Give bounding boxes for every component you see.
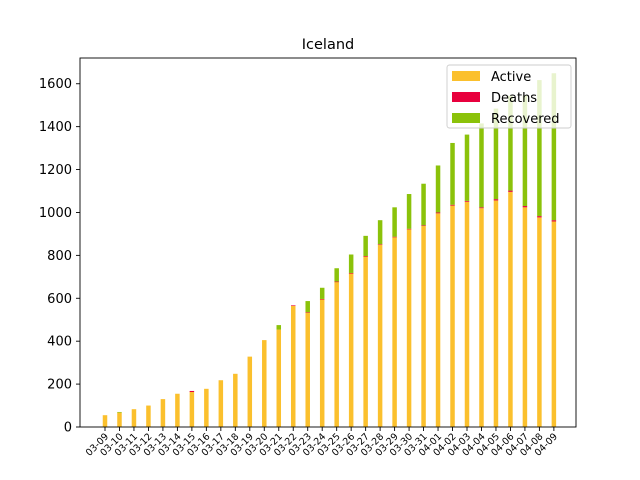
y-tick-label-1600: 1600 bbox=[39, 77, 72, 92]
bar-recovered-04-02 bbox=[450, 142, 455, 205]
bar-active-03-16 bbox=[204, 388, 209, 427]
plot-frame bbox=[79, 57, 577, 428]
bar-recovered-04-06 bbox=[508, 95, 513, 191]
bar-deaths-03-23 bbox=[305, 312, 310, 313]
bar-active-03-27 bbox=[363, 256, 368, 427]
bar-active-04-02 bbox=[450, 205, 455, 427]
legend-swatch-active bbox=[452, 71, 480, 81]
legend-label-deaths: Deaths bbox=[491, 91, 537, 106]
legend-swatch-recovered bbox=[452, 113, 480, 123]
bar-recovered-04-07 bbox=[522, 95, 528, 207]
bar-active-03-19 bbox=[247, 356, 253, 427]
bar-active-03-30 bbox=[406, 229, 412, 427]
y-tick-label-400: 400 bbox=[47, 335, 72, 350]
y-tick-label-1200: 1200 bbox=[39, 163, 72, 178]
bar-deaths-03-29 bbox=[392, 236, 397, 238]
bar-deaths-03-26 bbox=[348, 272, 354, 274]
y-tick-label-0: 0 bbox=[64, 421, 72, 436]
bar-active-03-20 bbox=[262, 340, 267, 427]
bar-active-03-24 bbox=[319, 299, 325, 427]
bar-active-04-05 bbox=[493, 200, 499, 427]
bar-recovered-03-29 bbox=[392, 207, 397, 237]
bar-active-03-26 bbox=[348, 273, 354, 427]
bar-active-04-03 bbox=[464, 201, 470, 427]
bar-active-04-08 bbox=[537, 217, 542, 427]
bar-recovered-03-23 bbox=[305, 301, 310, 313]
y-tick-label-1400: 1400 bbox=[39, 120, 72, 135]
bar-active-04-01 bbox=[435, 213, 441, 427]
bar-deaths-04-02 bbox=[450, 204, 455, 206]
bar-recovered-04-08 bbox=[537, 80, 542, 217]
y-tick-label-800: 800 bbox=[47, 249, 72, 264]
y-tick-label-1000: 1000 bbox=[39, 206, 72, 221]
bar-recovered-04-01 bbox=[435, 165, 441, 213]
bar-active-03-18 bbox=[233, 373, 238, 427]
bar-deaths-04-06 bbox=[508, 190, 513, 192]
bar-deaths-03-28 bbox=[377, 244, 383, 245]
bar-deaths-04-04 bbox=[479, 207, 484, 209]
bar-active-03-14 bbox=[175, 393, 180, 427]
bar-recovered-03-30 bbox=[406, 194, 412, 229]
bar-deaths-04-09 bbox=[551, 220, 557, 222]
bar-active-03-10 bbox=[117, 412, 122, 427]
legend: Active Deaths Recovered bbox=[446, 64, 572, 129]
bar-active-03-15 bbox=[189, 392, 195, 427]
bar-active-03-29 bbox=[392, 237, 397, 427]
bar-active-03-22 bbox=[290, 305, 296, 427]
y-tick-label-600: 600 bbox=[47, 292, 72, 307]
y-tick-label-200: 200 bbox=[47, 378, 72, 393]
bar-recovered-03-27 bbox=[363, 235, 368, 257]
bar-recovered-04-09 bbox=[551, 73, 557, 221]
bar-active-04-06 bbox=[508, 191, 513, 427]
bar-deaths-04-01 bbox=[435, 212, 441, 214]
bars-layer bbox=[102, 73, 557, 427]
bar-deaths-04-08 bbox=[537, 216, 542, 218]
bar-active-03-31 bbox=[421, 225, 426, 427]
bar-recovered-04-03 bbox=[464, 134, 470, 201]
bar-deaths-03-30 bbox=[406, 228, 412, 230]
axes-layer: 0200400600800100012001400160003-0903-100… bbox=[39, 57, 577, 459]
bar-recovered-03-21 bbox=[276, 325, 282, 330]
bar-active-03-23 bbox=[305, 312, 310, 427]
bar-deaths-03-15 bbox=[189, 390, 195, 393]
bar-deaths-03-24 bbox=[319, 298, 325, 300]
bar-recovered-03-10 bbox=[117, 411, 122, 413]
bar-active-04-04 bbox=[479, 208, 484, 427]
legend-label-active: Active bbox=[491, 70, 531, 85]
bar-active-03-17 bbox=[218, 380, 224, 427]
bar-recovered-03-25 bbox=[334, 268, 339, 282]
bar-recovered-03-31 bbox=[421, 183, 426, 226]
bar-active-03-12 bbox=[146, 405, 151, 427]
bar-deaths-04-07 bbox=[522, 206, 528, 208]
chart-title: Iceland bbox=[302, 37, 354, 53]
bar-recovered-04-05 bbox=[493, 108, 499, 200]
bar-deaths-03-31 bbox=[421, 225, 426, 226]
bar-active-03-25 bbox=[334, 281, 339, 427]
bar-active-04-09 bbox=[551, 221, 557, 427]
bar-deaths-03-25 bbox=[334, 281, 339, 283]
bar-recovered-04-04 bbox=[479, 123, 484, 208]
bar-active-03-13 bbox=[160, 399, 166, 427]
bar-deaths-03-27 bbox=[363, 256, 368, 257]
bar-active-03-21 bbox=[276, 329, 282, 427]
bar-active-03-28 bbox=[377, 244, 383, 427]
bar-deaths-03-22 bbox=[290, 305, 296, 306]
bar-active-04-07 bbox=[522, 207, 528, 427]
bar-active-03-09 bbox=[102, 415, 108, 427]
bar-deaths-04-03 bbox=[464, 200, 470, 202]
bar-recovered-03-24 bbox=[319, 287, 325, 299]
bar-recovered-03-26 bbox=[348, 254, 354, 273]
legend-swatch-deaths bbox=[452, 92, 480, 102]
bar-active-03-11 bbox=[131, 409, 137, 427]
legend-label-recovered: Recovered bbox=[491, 112, 560, 127]
bar-deaths-04-05 bbox=[493, 199, 499, 201]
bar-recovered-03-28 bbox=[377, 220, 383, 245]
